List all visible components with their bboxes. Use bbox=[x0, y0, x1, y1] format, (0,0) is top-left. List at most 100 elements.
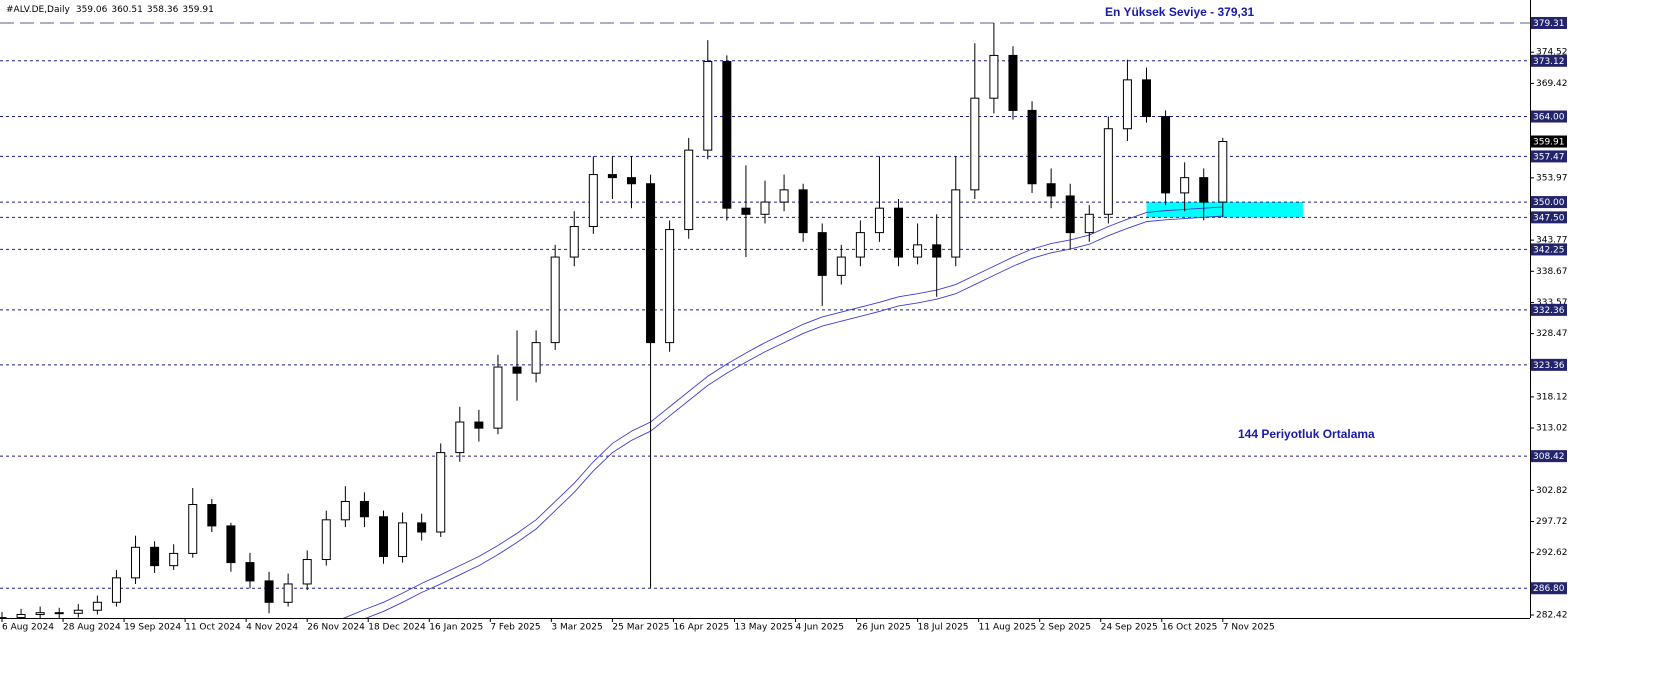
ohlc-value: 360.51 bbox=[111, 5, 143, 15]
candle-body bbox=[588, 174, 598, 228]
level-label-box bbox=[1531, 358, 1567, 371]
x-tick-label: 28 Aug 2024 bbox=[63, 623, 121, 633]
candle-body bbox=[73, 609, 83, 614]
level-label: 359.91 bbox=[1533, 138, 1565, 148]
x-tick-label: 18 Jul 2025 bbox=[918, 623, 969, 633]
candle-body bbox=[111, 577, 121, 603]
candle-body bbox=[913, 244, 923, 258]
x-tick-label: 11 Aug 2025 bbox=[979, 623, 1037, 633]
candle-body bbox=[417, 522, 427, 533]
level-label-box bbox=[1531, 243, 1567, 256]
x-tick-label: 2 Sep 2025 bbox=[1040, 623, 1091, 633]
candle-body bbox=[54, 612, 64, 615]
level-label: 350.00 bbox=[1533, 198, 1565, 208]
candle-body bbox=[646, 183, 656, 344]
candle-body bbox=[1103, 128, 1113, 215]
level-label: 357.47 bbox=[1533, 152, 1565, 162]
x-tick-label: 25 Mar 2025 bbox=[612, 623, 669, 633]
x-tick-label: 26 Jun 2025 bbox=[857, 623, 911, 633]
candle-body bbox=[1161, 116, 1171, 194]
level-label-box bbox=[1531, 582, 1567, 595]
candle-body bbox=[531, 342, 541, 374]
candle-body bbox=[1027, 109, 1037, 185]
candle-body bbox=[302, 559, 312, 585]
x-tick-label: 4 Nov 2024 bbox=[246, 623, 298, 633]
candle-body bbox=[722, 61, 732, 209]
level-label: 332.36 bbox=[1533, 306, 1565, 316]
symbol: #ALV.DE,Daily bbox=[6, 5, 71, 15]
ohlc-value: 359.06 bbox=[76, 5, 108, 15]
candle-body bbox=[684, 149, 694, 231]
candle-body bbox=[626, 177, 636, 185]
candle-body bbox=[512, 366, 522, 374]
candle-body bbox=[760, 201, 770, 215]
annotation: En Yüksek Seviye - 379,31 bbox=[1105, 5, 1255, 19]
x-tick-label: 16 Oct 2025 bbox=[1162, 623, 1218, 633]
candle-body bbox=[1218, 141, 1228, 203]
candle-body bbox=[894, 207, 904, 258]
candle-body bbox=[245, 562, 255, 582]
candle-body bbox=[16, 614, 26, 618]
level-label-box bbox=[1531, 54, 1567, 67]
x-tick-label: 16 Apr 2025 bbox=[673, 623, 729, 633]
level-label: 379.31 bbox=[1533, 19, 1565, 29]
candle-body bbox=[0, 617, 7, 618]
y-tick-label: 302.82 bbox=[1536, 486, 1568, 496]
candle-body bbox=[932, 244, 942, 258]
candle-body bbox=[1142, 79, 1151, 118]
candle-body bbox=[1084, 213, 1094, 234]
candle-body bbox=[226, 525, 236, 564]
candle-body bbox=[169, 552, 179, 567]
candle-body bbox=[264, 580, 274, 603]
candle-body bbox=[379, 516, 388, 557]
annotation: 144 Periyotluk Ortalama bbox=[1238, 427, 1375, 441]
candle-body bbox=[188, 504, 198, 554]
level-label: 342.25 bbox=[1533, 245, 1565, 255]
y-tick-label: 338.67 bbox=[1536, 267, 1568, 277]
y-tick-label: 318.12 bbox=[1536, 392, 1568, 402]
candle-body bbox=[665, 229, 675, 344]
candle-body bbox=[855, 232, 865, 258]
candle-body bbox=[550, 256, 560, 344]
candle-body bbox=[436, 452, 446, 533]
candle-body bbox=[836, 256, 846, 276]
candle-body bbox=[1122, 79, 1132, 130]
candle-body bbox=[455, 421, 465, 454]
candle-body bbox=[817, 232, 827, 276]
candle-body bbox=[474, 421, 484, 429]
candle-body bbox=[703, 61, 713, 151]
candle-body bbox=[398, 522, 408, 557]
candle-body bbox=[779, 189, 789, 203]
y-tick-label: 333.57 bbox=[1536, 298, 1568, 308]
candle-body bbox=[741, 207, 751, 215]
y-tick-label: 313.02 bbox=[1536, 424, 1568, 434]
moving-average bbox=[342, 206, 1223, 618]
candle-body bbox=[321, 519, 331, 561]
x-tick-label: 11 Oct 2024 bbox=[185, 623, 241, 633]
level-label-box bbox=[1531, 303, 1567, 316]
candle-body bbox=[493, 366, 503, 429]
candle-body bbox=[1199, 177, 1209, 203]
level-label-box bbox=[1531, 110, 1567, 123]
x-tick-label: 24 Sep 2025 bbox=[1101, 623, 1158, 633]
candle-body bbox=[874, 207, 884, 234]
x-tick-label: 19 Sep 2024 bbox=[124, 623, 181, 633]
level-label: 323.36 bbox=[1533, 361, 1565, 371]
level-label: 373.12 bbox=[1533, 57, 1565, 67]
plot-area bbox=[0, 22, 1530, 618]
candle-body bbox=[340, 500, 350, 521]
candle-body bbox=[35, 612, 45, 616]
y-tick-label: 328.47 bbox=[1536, 329, 1568, 339]
y-tick-label: 282.42 bbox=[1536, 611, 1568, 621]
candle-body bbox=[207, 504, 217, 527]
candle-body bbox=[607, 174, 617, 179]
level-label: 347.50 bbox=[1533, 213, 1565, 223]
level-label-box bbox=[1531, 450, 1567, 463]
ohlc-value: 359.91 bbox=[182, 5, 214, 15]
x-tick-label: 16 Jan 2025 bbox=[429, 623, 483, 633]
candle-body bbox=[283, 583, 293, 603]
x-tick-label: 4 Jun 2025 bbox=[796, 623, 844, 633]
candle-body bbox=[970, 97, 980, 191]
candle-body bbox=[150, 546, 160, 567]
